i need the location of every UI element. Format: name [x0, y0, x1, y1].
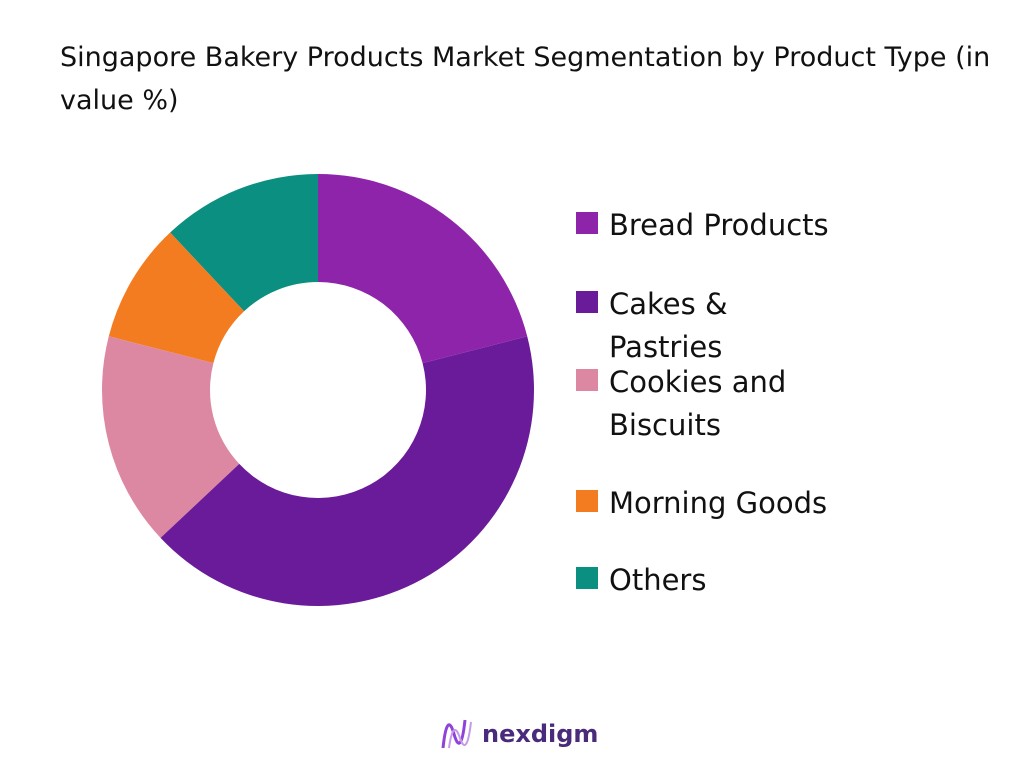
logo-text: nexdigm — [482, 720, 599, 748]
chart-title: Singapore Bakery Products Market Segment… — [60, 42, 991, 116]
legend-swatch — [576, 567, 598, 589]
legend-label: Cookies and Biscuits — [609, 365, 787, 442]
legend-swatch — [576, 291, 598, 313]
legend-swatch — [576, 212, 598, 234]
donut-slice — [108, 232, 245, 364]
donut-chart — [102, 174, 535, 607]
legend-item: Others — [576, 559, 876, 602]
legend-label: Morning Goods — [609, 486, 828, 520]
legend-swatch — [576, 490, 598, 512]
legend-label: Bread Products — [609, 208, 829, 242]
legend-item: Cookies and Biscuits — [576, 361, 876, 447]
legend-item: Cakes & Pastries — [576, 283, 876, 369]
legend-label: Others — [609, 563, 707, 597]
logo-icon — [441, 719, 472, 749]
donut-slice — [318, 174, 528, 364]
legend-item: Morning Goods — [576, 482, 876, 525]
legend-label: Cakes & Pastries — [609, 287, 728, 364]
legend-item: Bread Products — [576, 204, 876, 247]
donut-slice — [160, 336, 535, 607]
logo: nexdigm — [440, 716, 598, 752]
donut-slice — [102, 336, 240, 538]
donut-slice — [170, 174, 318, 312]
legend-swatch — [576, 369, 598, 391]
